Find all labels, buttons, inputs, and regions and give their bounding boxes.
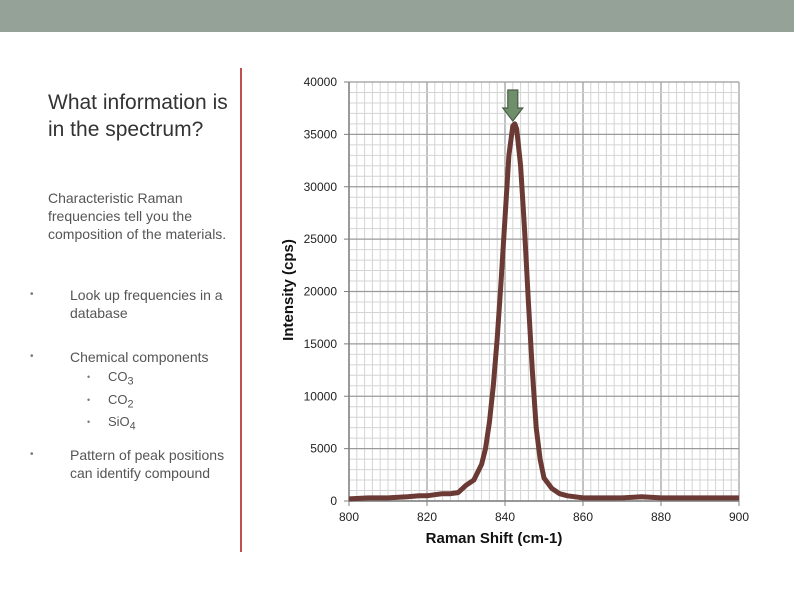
- y-tick-label: 30000: [304, 180, 338, 194]
- bullet-list: • Look up frequencies in a database • Ch…: [30, 286, 240, 482]
- chart-axes: [344, 81, 740, 506]
- bullet-glyph: •: [30, 351, 34, 362]
- x-tick-label: 860: [573, 510, 593, 524]
- y-tick-label: 15000: [304, 337, 338, 351]
- compound-subscript: 4: [129, 420, 136, 433]
- chart-grid: [348, 81, 740, 502]
- x-tick-label: 820: [417, 510, 437, 524]
- slide-top-bar: [0, 0, 794, 32]
- down-arrow-shape: [501, 89, 525, 122]
- x-tick-label: 900: [729, 510, 749, 524]
- bullet-chemical-text: Chemical components: [70, 349, 209, 365]
- bullet-lookup: • Look up frequencies in a database: [30, 286, 240, 322]
- compound-subscript: 3: [127, 375, 134, 388]
- compound-formula: CO: [108, 369, 128, 384]
- spectrum-line: [348, 121, 739, 502]
- y-tick-labels: 0 5000 10000 15000 20000 25000 30000 35000 40000: [304, 75, 338, 508]
- y-tick-label: 10000: [304, 389, 338, 403]
- x-axis-label: Raman Shift (cm-1): [426, 530, 563, 547]
- bullet-lookup-text: Look up frequencies in a database: [70, 287, 223, 321]
- slide-title: What information is in the spectrum?: [48, 91, 228, 141]
- y-axis-label: Intensity (cps): [280, 239, 297, 341]
- bullet-glyph: •: [30, 448, 34, 460]
- bullet-pattern-text: Pattern of peak positions can identify c…: [70, 446, 225, 481]
- y-tick-label: 40000: [304, 75, 338, 89]
- bullet-glyph: •: [87, 394, 91, 405]
- x-tick-label: 880: [651, 510, 671, 524]
- compound-subscript: 2: [127, 398, 134, 411]
- bullet-glyph: •: [87, 417, 91, 428]
- x-tick-label: 840: [495, 510, 515, 524]
- compound-formula: SiO: [108, 414, 130, 430]
- x-tick-label: 800: [339, 510, 359, 524]
- bullet-glyph: •: [30, 289, 34, 300]
- bullet-glyph: •: [87, 372, 91, 382]
- x-tick-labels: 800 820 840 860 880 900: [339, 510, 749, 524]
- y-tick-label: 0: [330, 494, 337, 508]
- down-arrow-icon: [501, 89, 525, 122]
- y-tick-label: 25000: [304, 232, 338, 246]
- intro-text: Characteristic Raman frequencies tell yo…: [48, 190, 227, 242]
- y-tick-label: 35000: [304, 127, 338, 141]
- compound-item-co3: • CO3: [30, 368, 240, 391]
- y-tick-label: 20000: [304, 285, 338, 299]
- compound-formula: CO: [108, 391, 128, 407]
- compound-item-co2: • CO2: [30, 391, 240, 414]
- bullet-chemical: • Chemical components: [30, 348, 240, 366]
- slide-divider: [240, 68, 242, 552]
- compound-item-sio4: • SiO4: [30, 413, 240, 436]
- bullet-pattern: • Pattern of peak positions can identify…: [30, 446, 240, 482]
- y-tick-label: 5000: [310, 442, 337, 456]
